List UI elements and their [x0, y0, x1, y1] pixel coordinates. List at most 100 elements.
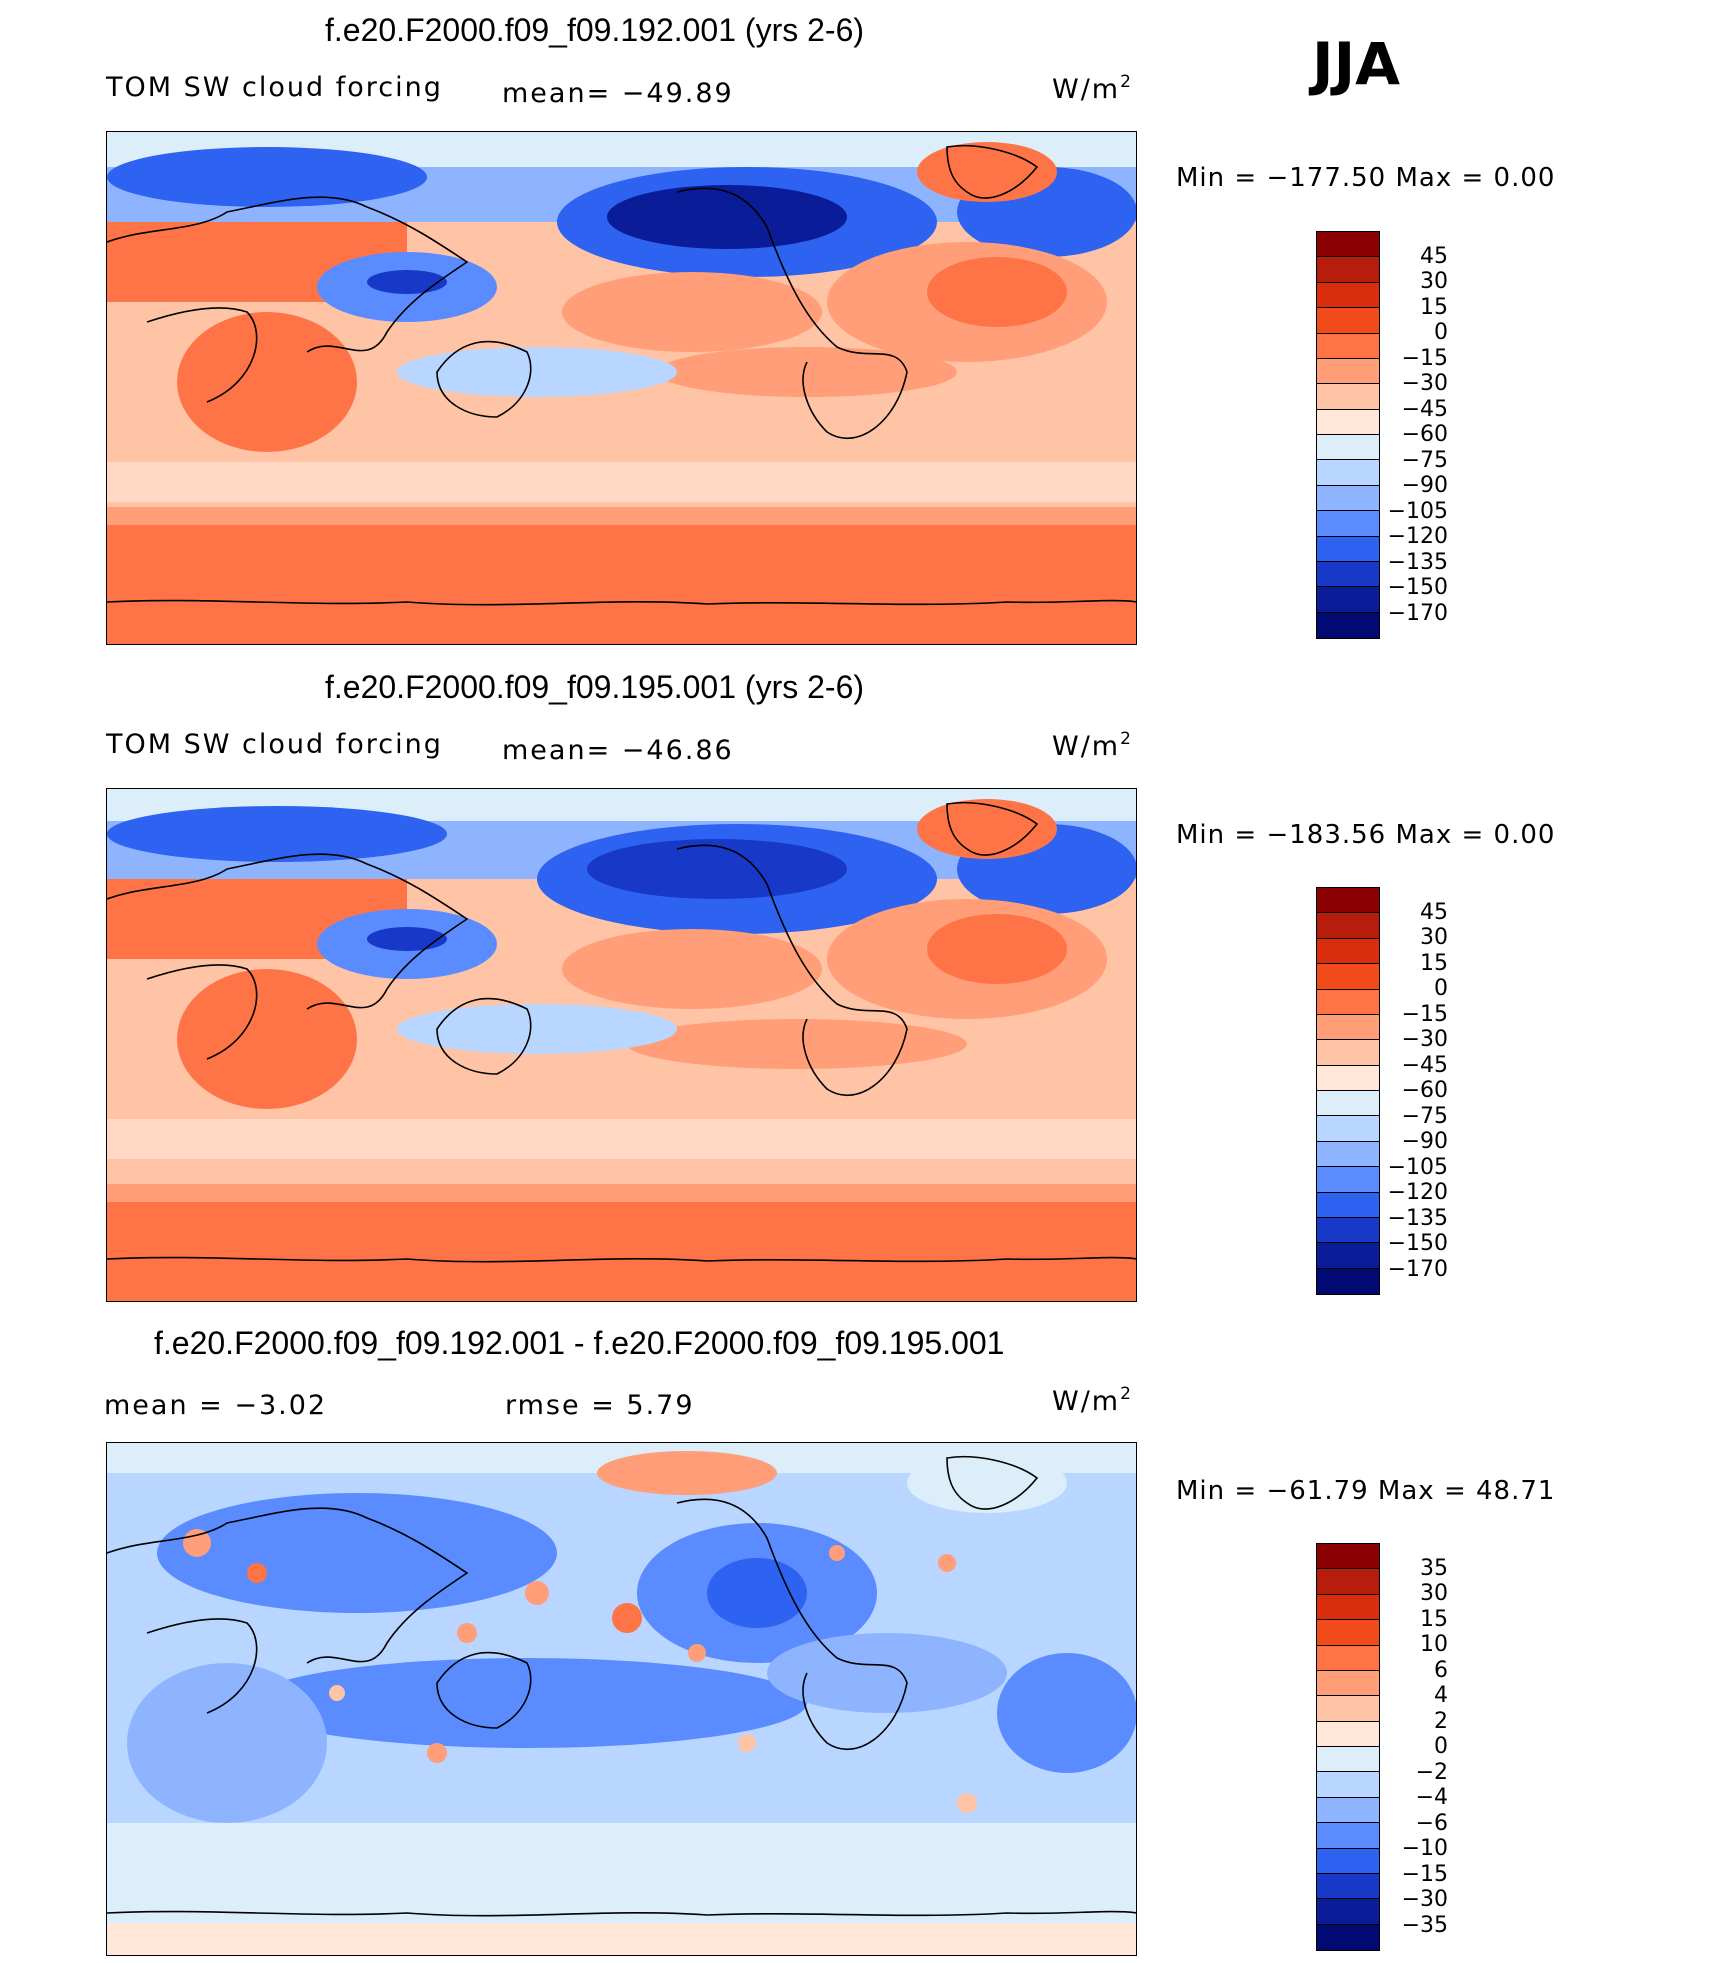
panel-2-colorbar-ticks: 45 30 15 0 −15 −30 −45 −60 −75 −90 −105 −120 −135 −15… [1380, 887, 1448, 1295]
colorbar-swatch [1317, 1268, 1379, 1294]
colorbar-swatch [1317, 1569, 1379, 1595]
colorbar-swatch [1317, 1014, 1379, 1041]
colorbar-swatch [1317, 1116, 1379, 1142]
colorbar-tick-label: 45 [1420, 243, 1448, 269]
colorbar-swatch [1317, 409, 1379, 435]
colorbar-swatch [1317, 1594, 1379, 1621]
colorbar-tick-label: −60 [1401, 422, 1448, 447]
colorbar-swatch [1317, 1670, 1379, 1697]
panel-1-map-field [107, 132, 1136, 644]
colorbar-swatch [1317, 612, 1379, 638]
colorbar-tick-label: −170 [1387, 1256, 1448, 1282]
panel-1-minmax: Min = −177.50 Max = 0.00 [1176, 163, 1556, 193]
panel-3-map-field [107, 1443, 1136, 1955]
colorbar-swatch [1317, 1620, 1379, 1646]
colorbar-tick-label: −15 [1401, 1861, 1448, 1887]
colorbar-tick-label: 0 [1434, 320, 1448, 345]
colorbar-tick-label: −15 [1401, 345, 1448, 371]
panel-2-map [106, 788, 1137, 1302]
panel-2-title: f.e20.F2000.f09_f09.195.001 (yrs 2-6) [325, 669, 865, 705]
colorbar-swatch [1317, 232, 1379, 258]
colorbar-swatch [1317, 1040, 1379, 1066]
colorbar-tick-label: −170 [1387, 600, 1448, 626]
colorbar-tick-label: −60 [1401, 1078, 1448, 1103]
colorbar-tick-label: 4 [1434, 1683, 1448, 1708]
panel-2-variable-label: TOM SW cloud forcing [106, 729, 443, 760]
colorbar-tick-label: 35 [1420, 1555, 1448, 1581]
colorbar-swatch [1317, 1167, 1379, 1193]
panel-3-title: f.e20.F2000.f09_f09.192.001 - f.e20.F200… [154, 1325, 1005, 1361]
colorbar-swatch [1317, 587, 1379, 613]
colorbar-swatch [1317, 1899, 1379, 1925]
colorbar-swatch [1317, 1696, 1379, 1722]
colorbar-tick-label: −45 [1401, 1052, 1448, 1078]
colorbar-tick-label: −105 [1387, 1154, 1448, 1180]
colorbar-tick-label: −35 [1401, 1912, 1448, 1938]
panel-3-mean-label: mean = −3.02 [104, 1390, 328, 1421]
colorbar-swatch [1317, 1873, 1379, 1900]
colorbar-tick-label: 45 [1420, 899, 1448, 925]
colorbar-swatch [1317, 435, 1379, 461]
colorbar-swatch [1317, 938, 1379, 965]
colorbar-swatch [1317, 511, 1379, 537]
panel-3-units: W/m2 [1052, 1384, 1133, 1417]
colorbar-swatch [1317, 913, 1379, 939]
colorbar-swatch [1317, 989, 1379, 1015]
colorbar-swatch [1317, 257, 1379, 283]
panel-2-minmax: Min = −183.56 Max = 0.00 [1176, 820, 1556, 850]
colorbar-swatch [1317, 384, 1379, 410]
panel-3-colorbar [1316, 1543, 1380, 1951]
panel-1-units: W/m2 [1052, 72, 1133, 105]
panel-3-colorbar-ticks: 35 30 15 10 6 4 2 0 −2 −4 −6 −10 −15 −30 −35 [1380, 1543, 1448, 1951]
colorbar-tick-label: −90 [1401, 1129, 1448, 1154]
colorbar-swatch [1317, 282, 1379, 309]
panel-1-map [106, 131, 1137, 645]
colorbar-swatch [1317, 1141, 1379, 1168]
colorbar-swatch [1317, 1243, 1379, 1269]
panel-2-units: W/m2 [1052, 729, 1133, 762]
colorbar-tick-label: −30 [1401, 1887, 1448, 1912]
colorbar-swatch [1317, 888, 1379, 914]
colorbar-tick-label: 30 [1420, 1581, 1448, 1606]
colorbar-swatch [1317, 1721, 1379, 1747]
colorbar-tick-label: −120 [1387, 1180, 1448, 1205]
colorbar-tick-label: −10 [1401, 1836, 1448, 1861]
colorbar-swatch [1317, 1217, 1379, 1244]
colorbar-tick-label: −30 [1401, 1027, 1448, 1052]
colorbar-tick-label: −135 [1387, 1205, 1448, 1231]
colorbar-tick-label: 6 [1434, 1657, 1448, 1683]
colorbar-tick-label: 10 [1420, 1632, 1448, 1657]
colorbar-tick-label: −75 [1401, 1103, 1448, 1129]
panel-3-map [106, 1442, 1137, 1956]
colorbar-tick-label: 15 [1420, 294, 1448, 320]
colorbar-swatch [1317, 561, 1379, 588]
panel-2-map-field [107, 789, 1136, 1301]
colorbar-tick-label: 0 [1434, 976, 1448, 1001]
colorbar-swatch [1317, 1747, 1379, 1773]
colorbar-tick-label: −75 [1401, 447, 1448, 473]
colorbar-swatch [1317, 1091, 1379, 1117]
panel-3-minmax: Min = −61.79 Max = 48.71 [1176, 1476, 1556, 1506]
colorbar-tick-label: −105 [1387, 498, 1448, 524]
panel-1-colorbar [1316, 231, 1380, 639]
colorbar-swatch [1317, 333, 1379, 359]
colorbar-tick-label: −45 [1401, 396, 1448, 422]
colorbar-swatch [1317, 1848, 1379, 1874]
panel-2-colorbar [1316, 887, 1380, 1295]
colorbar-swatch [1317, 1924, 1379, 1950]
panel-1-colorbar-ticks: 45 30 15 0 −15 −30 −45 −60 −75 −90 −105 −120 −135 −15… [1380, 231, 1448, 639]
panel-1-variable-label: TOM SW cloud forcing [106, 72, 443, 103]
colorbar-tick-label: −90 [1401, 473, 1448, 498]
colorbar-tick-label: 15 [1420, 1606, 1448, 1632]
panel-1-mean-label: mean= −49.89 [502, 78, 734, 109]
colorbar-tick-label: 15 [1420, 950, 1448, 976]
colorbar-swatch [1317, 460, 1379, 486]
panel-2-mean-label: mean= −46.86 [502, 735, 734, 766]
colorbar-tick-label: −150 [1387, 1231, 1448, 1256]
colorbar-tick-label: 30 [1420, 925, 1448, 950]
colorbar-swatch [1317, 536, 1379, 562]
colorbar-swatch [1317, 1772, 1379, 1798]
colorbar-tick-label: −6 [1415, 1810, 1448, 1836]
colorbar-tick-label: −135 [1387, 549, 1448, 575]
colorbar-swatch [1317, 964, 1379, 990]
